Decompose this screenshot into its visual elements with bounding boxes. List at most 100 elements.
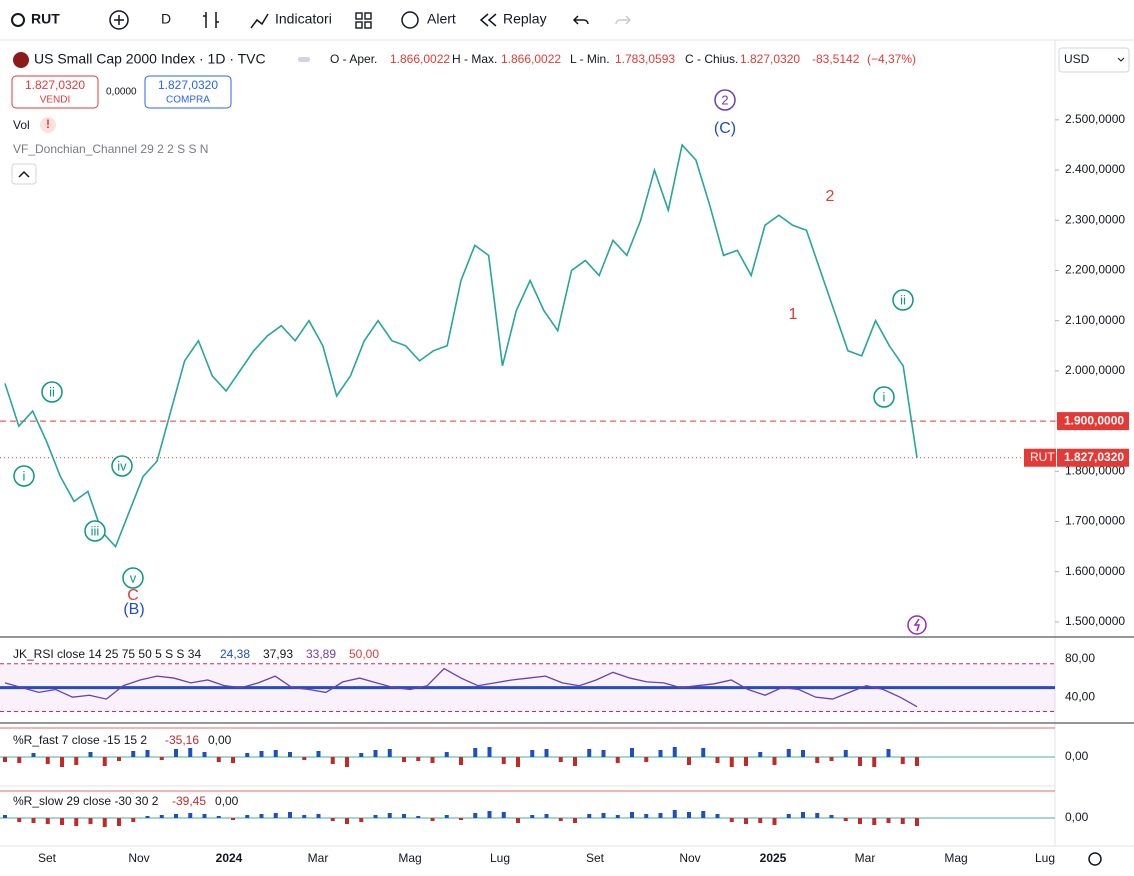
r-bar: [501, 812, 506, 818]
replay-icon[interactable]: [479, 13, 497, 27]
spread: 0,0000: [106, 87, 137, 98]
c-label: C - Chius.: [685, 52, 738, 66]
buy-button[interactable]: [144, 75, 232, 109]
r-bar: [587, 814, 592, 818]
r-bar: [872, 818, 877, 825]
r-bar: [174, 749, 178, 757]
search-icon[interactable]: [11, 13, 25, 27]
r-bar: [174, 814, 178, 818]
redo[interactable]: [615, 15, 632, 25]
r-bar: [402, 814, 406, 818]
last-price: 1.827,0320: [1064, 450, 1124, 464]
layout-icon[interactable]: [355, 12, 372, 29]
r-bar: [516, 818, 520, 823]
r-bar: [701, 748, 706, 757]
r-tick-label: 0,00: [1065, 810, 1089, 824]
r-bar: [516, 757, 520, 767]
r-bar: [558, 818, 563, 821]
vol-warning[interactable]: [40, 117, 56, 133]
y-tick-label: 1.700,0000: [1065, 514, 1125, 528]
r-bar: [416, 816, 421, 818]
r-bar: [815, 813, 820, 818]
y-tick-label: 2.300,0000: [1065, 212, 1125, 226]
y-tick-label: 2.100,0000: [1065, 313, 1125, 327]
change: -83,5142: [812, 52, 860, 66]
collapse-legend[interactable]: [11, 163, 37, 185]
wave-label: v: [130, 570, 137, 585]
r-bar: [487, 811, 492, 818]
r-bar: [801, 812, 805, 818]
r-bar: [45, 818, 50, 824]
wave-circle: [111, 455, 133, 477]
event-icon[interactable]: [907, 615, 927, 635]
warning-mark: !: [46, 117, 50, 131]
r-bar: [359, 753, 364, 757]
alert-icon[interactable]: [401, 11, 419, 29]
donchian-label: VF_Donchian_Channel 29 2 2 S S N: [13, 142, 208, 156]
r-bar: [729, 757, 734, 767]
buy-label: COMPRA: [166, 95, 210, 106]
r-bar: [259, 751, 264, 757]
r-bar: [630, 748, 634, 757]
r-bar: [359, 818, 364, 822]
price-line: [4, 143, 918, 549]
r-bar: [373, 815, 378, 818]
x-tick-label: Lug: [1035, 851, 1055, 865]
r-bar: [858, 757, 862, 766]
r-bar: [459, 818, 463, 820]
interval[interactable]: D: [161, 11, 171, 27]
r-bar: [387, 749, 392, 757]
rsi-line: [4, 667, 918, 708]
r-bar: [858, 818, 862, 824]
r-bar: [786, 814, 791, 818]
r-bar: [145, 750, 150, 757]
indicators-button[interactable]: Indicatori: [275, 11, 332, 27]
r-bar: [131, 818, 136, 822]
r-bar: [473, 813, 478, 818]
r-bar: [601, 750, 606, 757]
r-bar: [159, 815, 164, 818]
symbol[interactable]: RUT: [31, 11, 60, 27]
r-bar: [644, 814, 649, 818]
y-tick-label: 2.400,0000: [1065, 162, 1125, 176]
chart-type-icon[interactable]: [203, 12, 219, 28]
wave-circle: [873, 386, 895, 408]
r-bar: [815, 757, 820, 763]
h-label: H - Max.: [452, 52, 497, 66]
r-bar: [801, 750, 805, 757]
wave-label: 2: [721, 92, 728, 107]
collapse[interactable]: [298, 57, 310, 62]
currency-select[interactable]: [1058, 47, 1130, 73]
plus-icon: [114, 15, 124, 25]
r-bar: [302, 757, 307, 760]
r-bar: [202, 814, 207, 818]
chart-header: US Small Cap 2000 Index · 1D · TVC O - A…: [11, 47, 1130, 185]
wave-label: 2: [826, 188, 835, 205]
r-bar: [886, 818, 891, 823]
vol-label: Vol: [13, 118, 30, 132]
r-bar: [88, 818, 93, 824]
wave-label: (B): [123, 601, 144, 618]
alert-button[interactable]: Alert: [427, 11, 456, 27]
replay-button[interactable]: Replay: [503, 11, 547, 27]
r-bar: [687, 757, 691, 765]
r-bar: [131, 751, 136, 757]
slow-title: %R_slow 29 close -30 30 2: [13, 794, 159, 808]
undo[interactable]: [572, 15, 589, 25]
r-bar: [74, 818, 79, 826]
r-bar: [102, 757, 107, 766]
wave-label: C: [127, 587, 139, 604]
y-tick-label: 1.500,0000: [1065, 614, 1125, 628]
compare-button[interactable]: [109, 10, 129, 30]
r-bar: [744, 757, 748, 766]
indicators-icon[interactable]: [250, 13, 269, 29]
sell-button[interactable]: [11, 75, 99, 109]
settings[interactable]: [1088, 852, 1102, 866]
r-bar: [288, 752, 292, 757]
r-bar: [544, 749, 549, 757]
r-bar: [772, 757, 777, 765]
chevron: [18, 170, 30, 178]
y-tick-label: 2.200,0000: [1065, 263, 1125, 277]
r-bar: [373, 750, 378, 757]
r-bar: [829, 815, 834, 818]
